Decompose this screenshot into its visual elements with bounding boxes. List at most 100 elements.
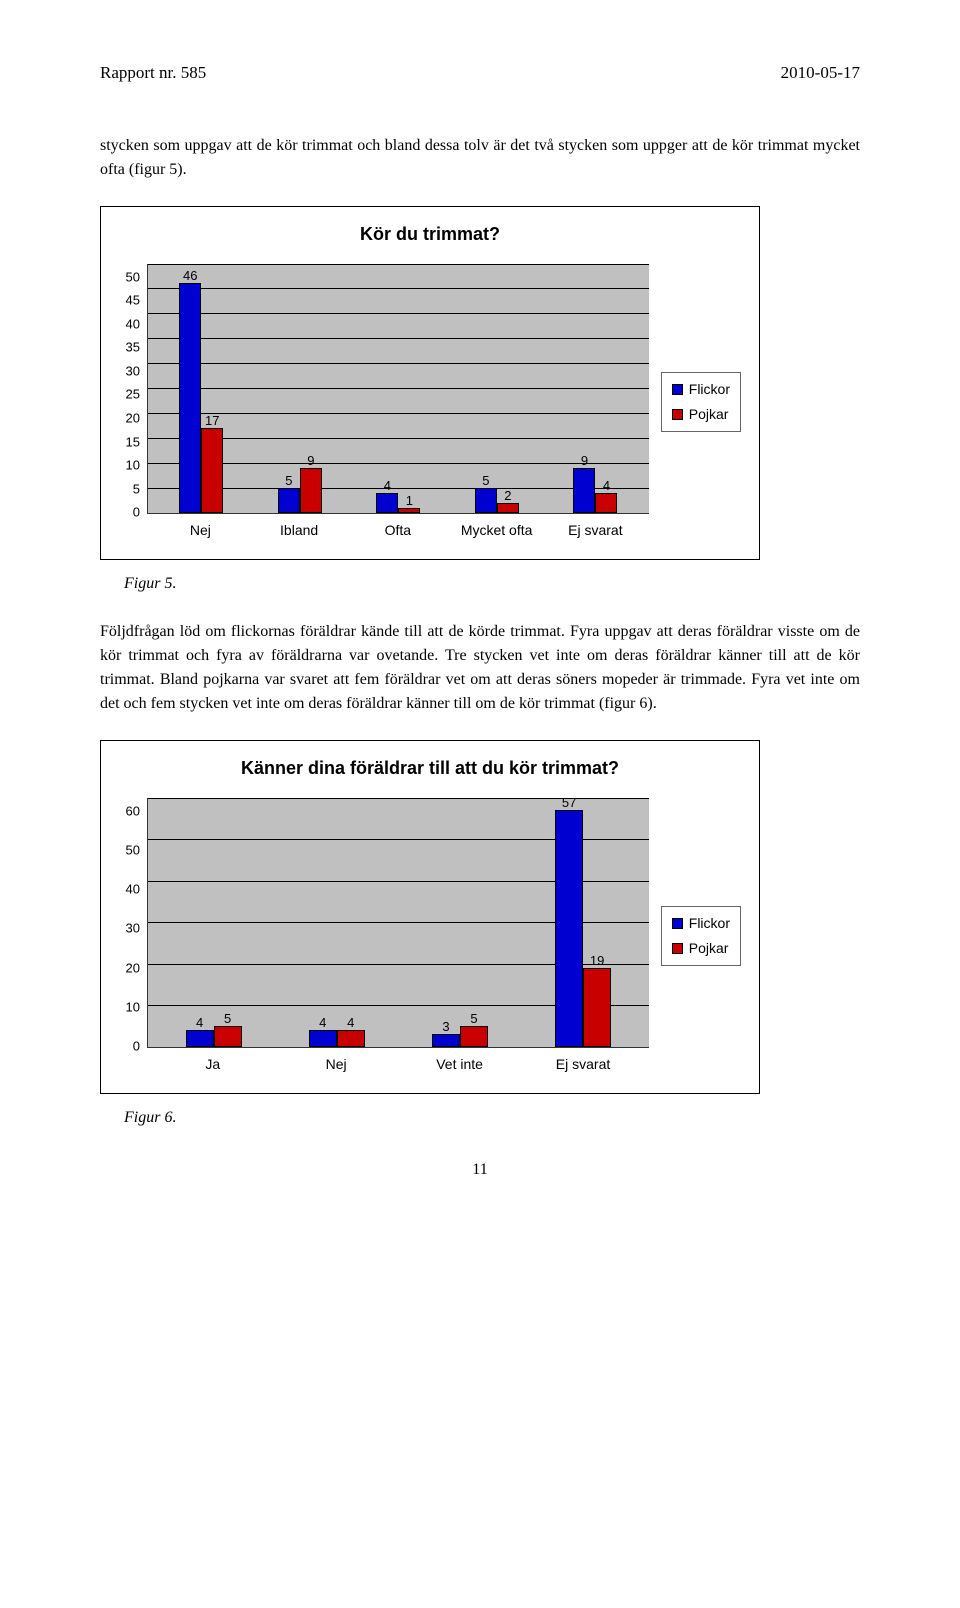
figure-6-frame: Känner dina föräldrar till att du kör tr… [100,740,760,1094]
bar-group: 45 [186,798,242,1047]
bar-value-label: 5 [470,1009,477,1029]
bar-group: 59 [278,264,322,513]
y-tick: 25 [126,388,140,401]
legend-swatch [672,918,683,929]
intro-paragraph: stycken som uppgav att de kör trimmat oc… [100,134,860,182]
bar-value-label: 17 [205,411,219,431]
bar-value-label: 1 [406,491,413,511]
legend-item: Flickor [672,379,730,400]
x-axis-label: Ibland [250,520,349,541]
x-axis-label: Nej [151,520,250,541]
bar: 5 [278,488,300,513]
bar-value-label: 5 [224,1009,231,1029]
bar-value-label: 4 [347,1013,354,1033]
x-axis-label: Vet inte [398,1054,521,1075]
x-axis-label: Nej [274,1054,397,1075]
legend-label: Pojkar [689,404,729,425]
x-axis-label: Mycket ofta [447,520,546,541]
y-tick: 50 [126,843,140,856]
chart1-y-axis: 05101520253035404550 [126,264,140,513]
bar-group: 52 [475,264,519,513]
bar: 3 [432,1034,460,1046]
legend-item: Pojkar [672,404,730,425]
bar-value-label: 5 [482,471,489,491]
legend-label: Flickor [689,913,730,934]
bar-group: 5719 [555,798,611,1047]
chart2-bars-area: 0102030405060 4544355719 [147,798,649,1048]
bar-value-label: 4 [196,1013,203,1033]
chart1-legend: Flickor Pojkar [661,372,741,432]
chart1-bar-groups: 461759415294 [148,264,649,513]
bar: 4 [186,1030,214,1047]
bar: 4 [376,493,398,513]
report-date: 2010-05-17 [781,60,860,86]
chart2-plot: 0102030405060 4544355719 JaNejVet inteEj… [119,798,649,1075]
chart2-bar-groups: 4544355719 [148,798,649,1047]
y-tick: 40 [126,317,140,330]
bar-group: 94 [573,264,617,513]
y-tick: 5 [126,482,140,495]
y-tick: 0 [126,1040,140,1053]
chart1-x-labels: NejIblandOftaMycket oftaEj svarat [147,514,649,541]
chart1-bars-area: 05101520253035404550 461759415294 [147,264,649,514]
y-tick: 30 [126,922,140,935]
bar: 1 [398,508,420,513]
y-tick: 50 [126,270,140,283]
page-header: Rapport nr. 585 2010-05-17 [100,60,860,86]
y-tick: 10 [126,459,140,472]
legend-label: Pojkar [689,938,729,959]
bar-group: 46 17 [179,264,223,513]
chart2-row: 0102030405060 4544355719 JaNejVet inteEj… [119,798,741,1075]
bar-value-label: 19 [590,951,604,971]
y-tick: 20 [126,412,140,425]
y-tick: 40 [126,883,140,896]
bar-value-label: 9 [581,451,588,471]
bar-group: 35 [432,798,488,1047]
y-tick: 35 [126,341,140,354]
y-tick: 45 [126,294,140,307]
bar: 57 [555,810,583,1047]
y-tick: 20 [126,961,140,974]
legend-swatch [672,384,683,395]
bar: 17 [201,428,223,513]
mid-paragraph: Följdfrågan löd om flickornas föräldrar … [100,620,860,716]
x-axis-label: Ofta [349,520,448,541]
x-axis-label: Ja [151,1054,274,1075]
chart2-title: Känner dina föräldrar till att du kör tr… [119,755,741,782]
chart2-y-axis: 0102030405060 [126,798,140,1047]
bar-group: 41 [376,264,420,513]
bar: 5 [475,488,497,513]
bar: 4 [309,1030,337,1047]
chart1-plot: 05101520253035404550 461759415294 NejIbl… [119,264,649,541]
bar: 19 [583,968,611,1047]
bar-value-label: 2 [504,486,511,506]
legend-swatch [672,943,683,954]
y-tick: 0 [126,506,140,519]
bar: 9 [573,468,595,513]
y-tick: 60 [126,804,140,817]
bar: 2 [497,503,519,513]
y-tick: 30 [126,364,140,377]
bar: 4 [595,493,617,513]
x-axis-label: Ej svarat [546,520,645,541]
chart2-legend: Flickor Pojkar [661,906,741,966]
bar: 5 [460,1026,488,1047]
legend-label: Flickor [689,379,730,400]
bar-value-label: 4 [319,1013,326,1033]
x-axis-label: Ej svarat [521,1054,644,1075]
bar-value-label: 9 [307,451,314,471]
figure6-caption: Figur 6. [124,1106,860,1130]
bar-value-label: 4 [384,476,391,496]
chart1-title: Kör du trimmat? [119,221,741,248]
chart1-row: 05101520253035404550 461759415294 NejIbl… [119,264,741,541]
y-tick: 10 [126,1001,140,1014]
bar-value-label: 57 [562,793,576,813]
legend-item: Flickor [672,913,730,934]
figure-5-frame: Kör du trimmat? 05101520253035404550 461… [100,206,760,560]
bar-value-label: 46 [183,266,197,286]
report-number: Rapport nr. 585 [100,60,206,86]
bar-value-label: 3 [442,1017,449,1037]
bar-value-label: 4 [603,476,610,496]
bar: 4 [337,1030,365,1047]
legend-swatch [672,409,683,420]
